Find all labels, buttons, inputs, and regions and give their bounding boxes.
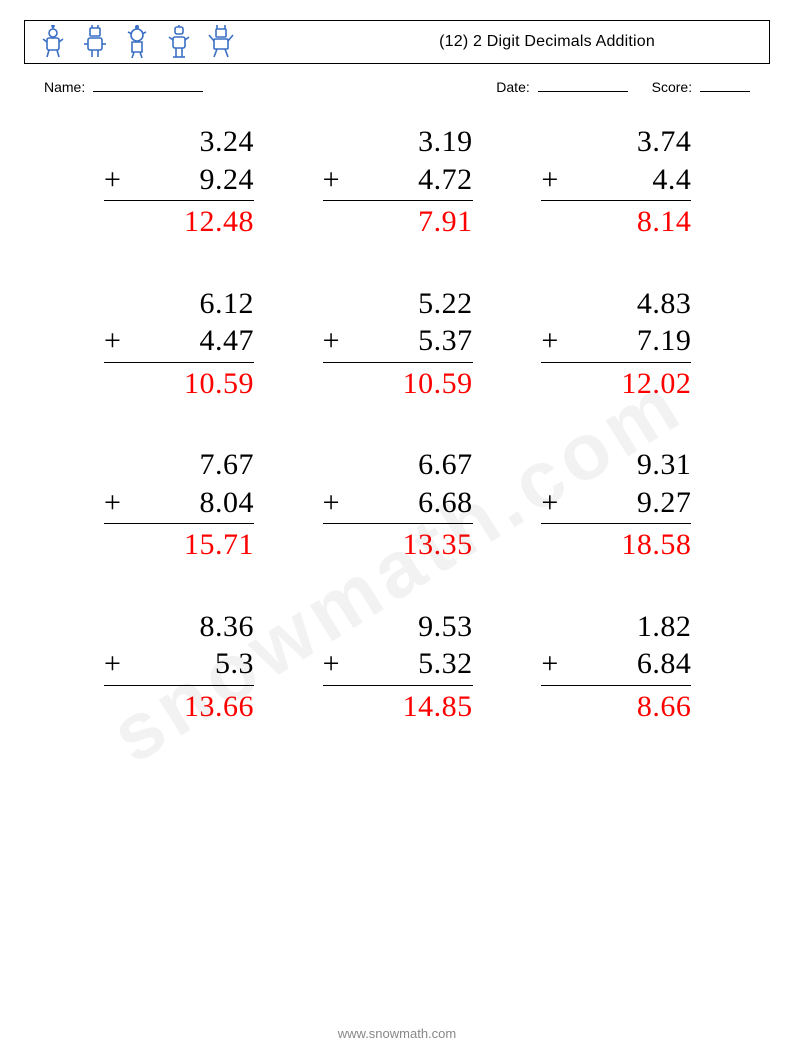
operand-a: 5.22 — [349, 285, 473, 323]
problem: 5.22+5.37 10.59 — [323, 285, 473, 403]
problem: 7.67+8.04 15.71 — [104, 446, 254, 564]
rule-line — [323, 523, 473, 524]
operator: + — [104, 484, 130, 522]
operator: + — [104, 161, 130, 199]
robot-icon — [165, 25, 193, 59]
operator: + — [104, 645, 130, 683]
operand-a: 9.53 — [349, 608, 473, 646]
name-blank[interactable] — [93, 78, 203, 92]
meta-row: Name: Date: Score: — [44, 78, 750, 95]
operator: + — [541, 484, 567, 522]
problem: 6.12+4.47 10.59 — [104, 285, 254, 403]
operand-a: 3.19 — [349, 123, 473, 161]
operand-a: 4.83 — [567, 285, 691, 323]
problem: 6.67+6.68 13.35 — [323, 446, 473, 564]
date-label: Date: — [496, 79, 529, 95]
answer: 13.66 — [130, 688, 254, 726]
operand-a: 3.74 — [567, 123, 691, 161]
answer: 13.35 — [349, 526, 473, 564]
rule-line — [541, 362, 691, 363]
rule-line — [323, 685, 473, 686]
operator: + — [541, 322, 567, 360]
problem: 1.82+6.84 8.66 — [541, 608, 691, 726]
operator: + — [323, 322, 349, 360]
operand-b: 6.84 — [567, 645, 691, 683]
robot-icon — [39, 25, 67, 59]
rule-line — [104, 523, 254, 524]
operand-a: 6.12 — [130, 285, 254, 323]
rule-line — [541, 200, 691, 201]
robot-icon — [207, 25, 235, 59]
operand-b: 5.37 — [349, 322, 473, 360]
operand-a: 3.24 — [130, 123, 254, 161]
problem: 9.31+9.27 18.58 — [541, 446, 691, 564]
answer: 8.66 — [567, 688, 691, 726]
operand-b: 8.04 — [130, 484, 254, 522]
operator: + — [541, 161, 567, 199]
answer: 10.59 — [349, 365, 473, 403]
answer: 12.02 — [567, 365, 691, 403]
worksheet-title: (12) 2 Digit Decimals Addition — [439, 33, 655, 51]
operator: + — [323, 484, 349, 522]
problem: 3.74+4.4 8.14 — [541, 123, 691, 241]
operand-b: 5.32 — [349, 645, 473, 683]
operator: + — [104, 322, 130, 360]
operand-a: 1.82 — [567, 608, 691, 646]
rule-line — [541, 685, 691, 686]
score-blank[interactable] — [700, 78, 750, 92]
operand-b: 4.4 — [567, 161, 691, 199]
rule-line — [104, 362, 254, 363]
operand-b: 9.27 — [567, 484, 691, 522]
problem: 9.53+5.32 14.85 — [323, 608, 473, 726]
answer: 15.71 — [130, 526, 254, 564]
date-blank[interactable] — [538, 78, 628, 92]
operand-b: 7.19 — [567, 322, 691, 360]
answer: 14.85 — [349, 688, 473, 726]
rule-line — [323, 200, 473, 201]
problem: 4.83+7.19 12.02 — [541, 285, 691, 403]
footer-text: www.snowmath.com — [0, 1026, 794, 1041]
robot-row — [39, 21, 235, 63]
rule-line — [541, 523, 691, 524]
problem: 3.24+9.24 12.48 — [104, 123, 254, 241]
operator: + — [323, 161, 349, 199]
score-label: Score: — [652, 79, 692, 95]
operand-a: 8.36 — [130, 608, 254, 646]
problem: 3.19+4.72 7.91 — [323, 123, 473, 241]
operand-a: 6.67 — [349, 446, 473, 484]
rule-line — [104, 200, 254, 201]
problem: 8.36+5.3 13.66 — [104, 608, 254, 726]
answer: 10.59 — [130, 365, 254, 403]
operand-b: 4.47 — [130, 322, 254, 360]
robot-icon — [81, 25, 109, 59]
operator: + — [541, 645, 567, 683]
operand-b: 4.72 — [349, 161, 473, 199]
operand-b: 9.24 — [130, 161, 254, 199]
operand-b: 6.68 — [349, 484, 473, 522]
rule-line — [104, 685, 254, 686]
operand-a: 7.67 — [130, 446, 254, 484]
name-label: Name: — [44, 79, 85, 95]
rule-line — [323, 362, 473, 363]
operand-b: 5.3 — [130, 645, 254, 683]
robot-icon — [123, 25, 151, 59]
problems-grid: 3.24+9.2412.483.19+4.727.913.74+4.48.146… — [24, 119, 770, 725]
header: (12) 2 Digit Decimals Addition — [24, 20, 770, 64]
answer: 12.48 — [130, 203, 254, 241]
operator: + — [323, 645, 349, 683]
answer: 7.91 — [349, 203, 473, 241]
answer: 8.14 — [567, 203, 691, 241]
answer: 18.58 — [567, 526, 691, 564]
operand-a: 9.31 — [567, 446, 691, 484]
